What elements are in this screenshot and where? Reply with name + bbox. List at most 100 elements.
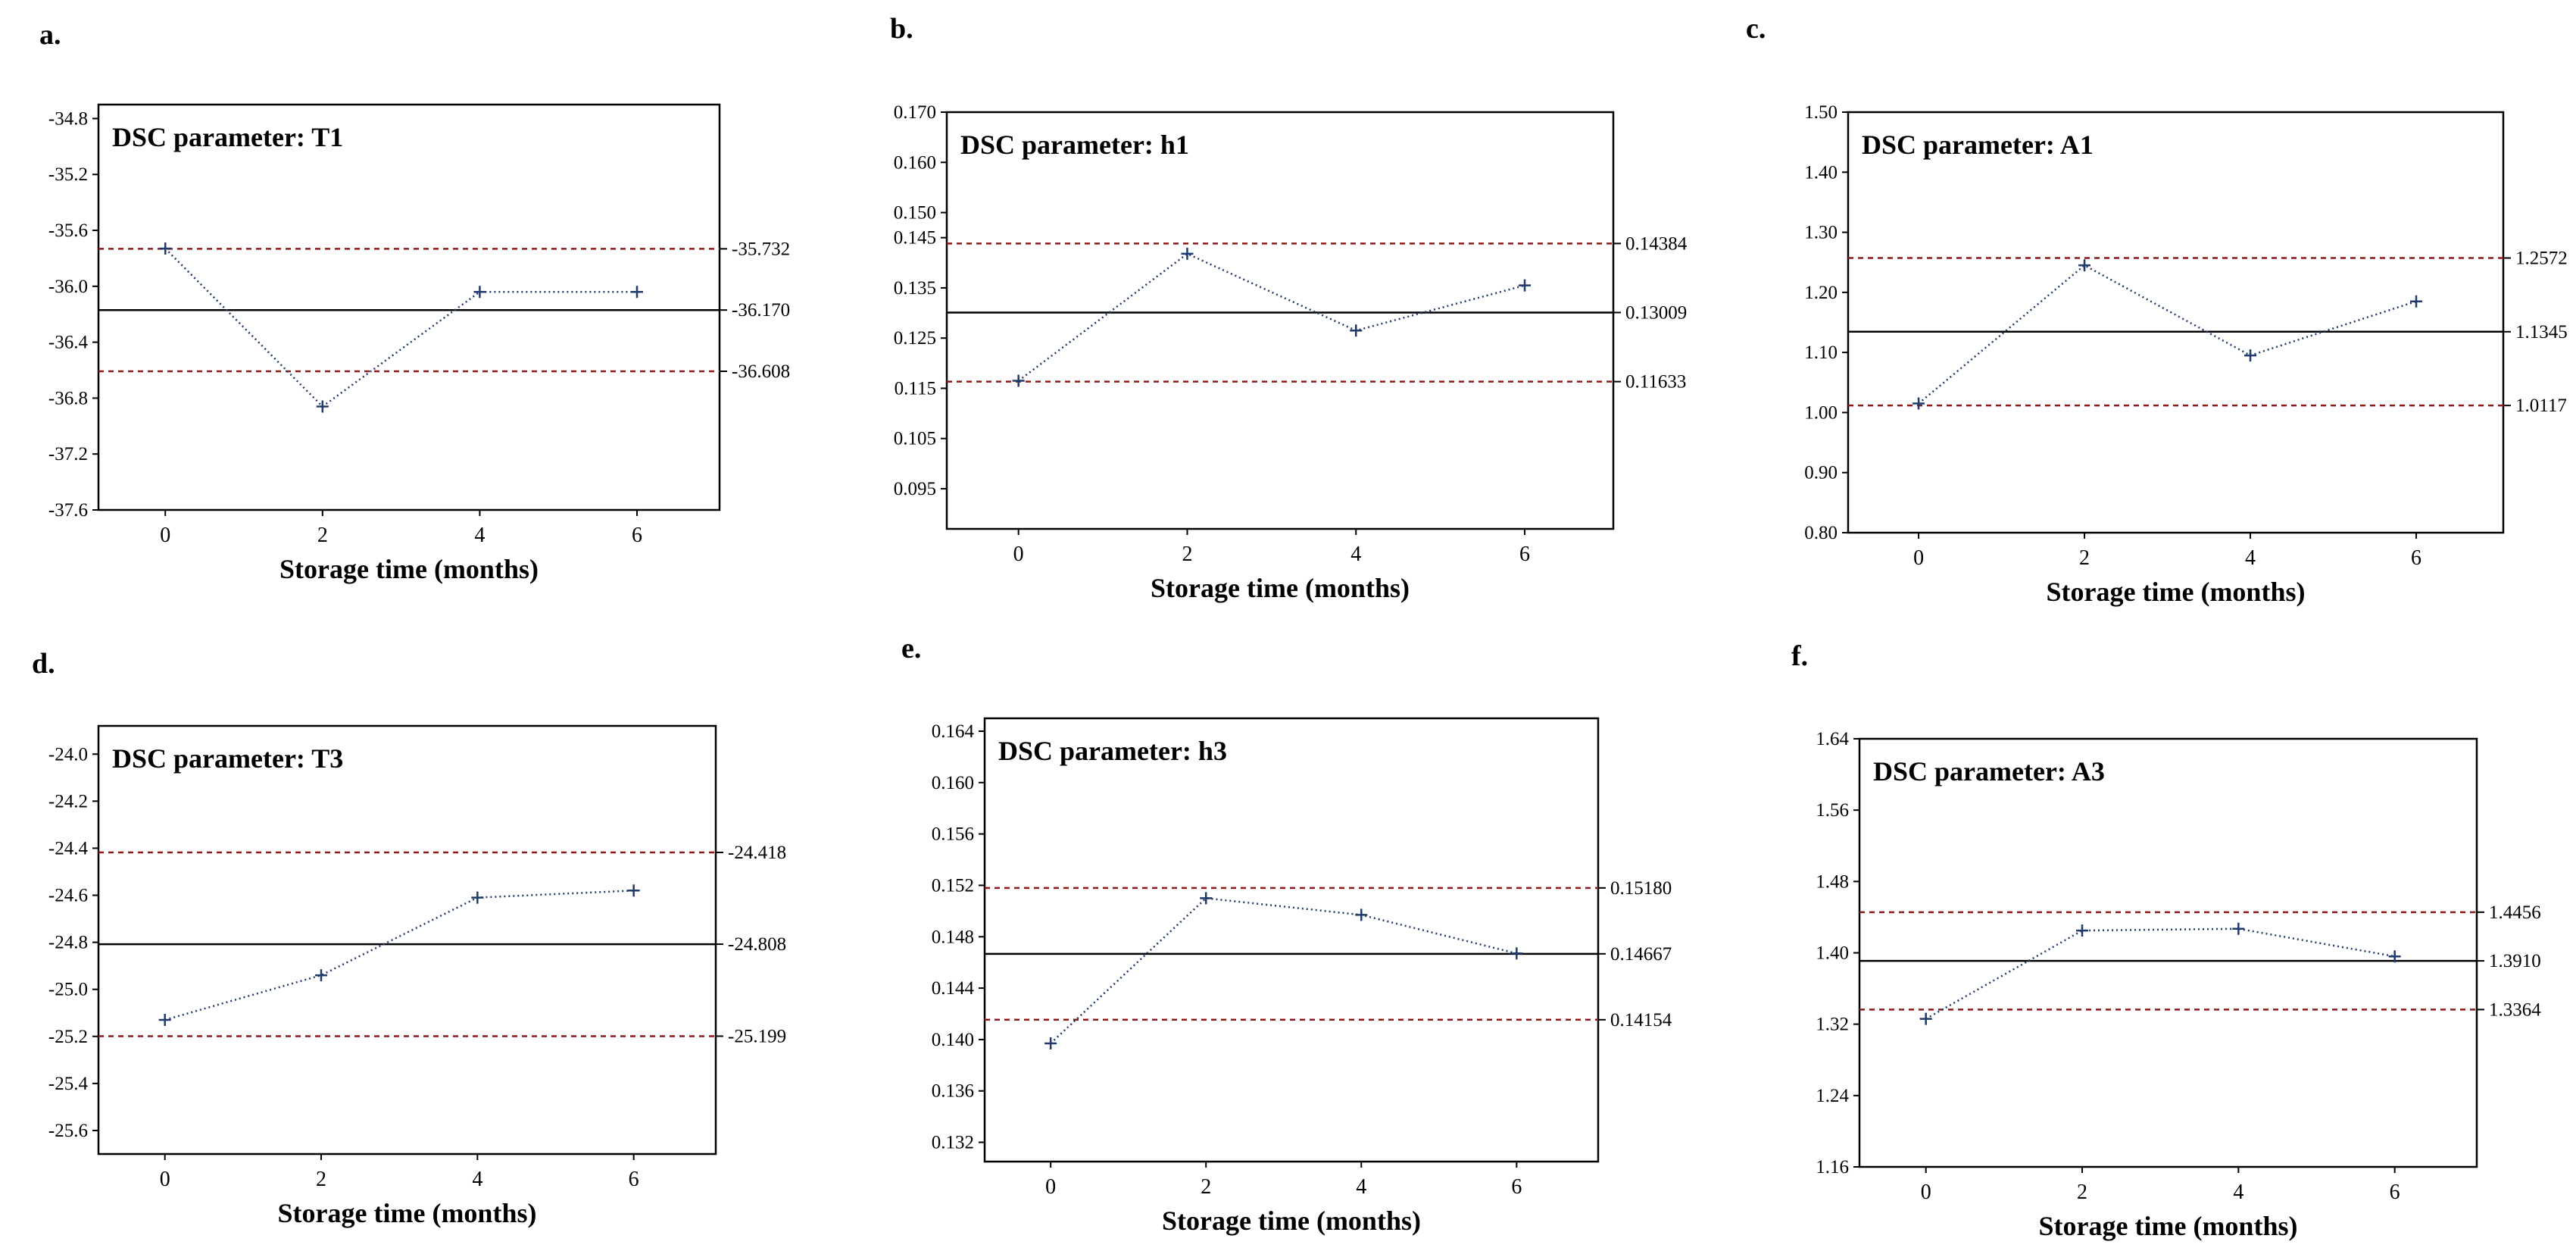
data-point (2388, 950, 2401, 963)
data-point (2076, 924, 2089, 937)
plot-title: DSC parameter: h1 (960, 130, 1189, 160)
data-series-line (1017, 252, 1525, 382)
y-tick-label: 1.00 (1804, 402, 1838, 423)
x-axis-label: Storage time (months) (1151, 573, 1410, 603)
plot-frame (1858, 737, 2478, 1168)
chart-panel-f: f. DSC parameter: A3 1.64 1.56 1.48 1.40 1.32 1… (1791, 640, 2541, 1241)
y-tick-label: 0.136 (932, 1081, 974, 1102)
data-point (1510, 947, 1523, 960)
lower-control-limit-label: -36.608 (732, 361, 790, 382)
y-tick-label: -25.2 (48, 1027, 88, 1047)
data-series-line (1918, 264, 2417, 405)
panel-letter: a. (39, 19, 61, 51)
y-tick-label: 0.095 (894, 479, 936, 499)
x-tick-label: 6 (2411, 546, 2421, 570)
lower-control-limit-label: 0.11633 (1625, 372, 1686, 393)
plot-title: DSC parameter: A3 (1873, 756, 2105, 787)
plot-frame (983, 717, 1600, 1163)
plot-title: DSC parameter: h3 (998, 736, 1227, 766)
data-point (627, 884, 640, 897)
x-tick-label: 2 (317, 524, 328, 547)
y-tick-label: -25.0 (48, 980, 88, 1000)
upper-control-limit-label: 1.2572 (2515, 249, 2568, 269)
x-tick-label: 6 (1511, 1175, 1522, 1199)
center-line-label: 0.13009 (1625, 302, 1687, 323)
y-tick-label: 1.40 (1804, 162, 1838, 183)
plot-title: DSC parameter: A1 (1862, 130, 2094, 160)
chart-panel-c: c. DSC parameter: A1 1.50 1.40 1.30 1.20 1.10 1… (1746, 13, 2568, 607)
x-tick-label: 0 (160, 1168, 170, 1191)
y-tick-label: -35.2 (48, 164, 88, 185)
chart-panel-e: e. DSC parameter: h3 0.164 0.160 0.156 0.152 0… (901, 633, 1672, 1236)
data-point (315, 969, 328, 982)
x-axis-label: Storage time (months) (1162, 1206, 1421, 1236)
upper-control-limit-label: -35.732 (732, 239, 790, 259)
data-point (1912, 397, 1925, 410)
y-tick-label: 0.148 (932, 927, 974, 947)
y-tick-label: 0.145 (894, 228, 936, 249)
data-point (1200, 892, 1213, 905)
y-tick-label: 0.156 (932, 824, 974, 845)
center-line-label: -36.170 (732, 300, 790, 321)
upper-control-limit-label: 1.4456 (2489, 902, 2541, 923)
y-tick-label: 1.32 (1816, 1015, 1849, 1035)
x-tick-label: 0 (160, 524, 170, 547)
x-tick-label: 2 (2077, 1181, 2087, 1204)
x-tick-label: 2 (1201, 1175, 1211, 1199)
center-line-label: 0.14667 (1610, 944, 1672, 965)
x-tick-label: 2 (2079, 546, 2090, 570)
x-tick-label: 4 (472, 1168, 482, 1191)
x-tick-label: 0 (1013, 543, 1024, 566)
data-point (631, 286, 644, 299)
data-point (1012, 374, 1025, 387)
y-tick-label: -36.8 (48, 388, 88, 408)
y-tick-label: -24.4 (48, 838, 89, 858)
data-point (1919, 1012, 1932, 1025)
x-tick-label: 4 (2233, 1181, 2243, 1204)
data-series-line (1925, 927, 2395, 1020)
data-point (471, 891, 484, 904)
y-tick-label: 1.48 (1816, 871, 1849, 892)
plot-frame (97, 724, 717, 1156)
upper-control-limit-label: -24.418 (728, 843, 786, 863)
x-tick-label: 2 (316, 1168, 326, 1191)
y-tick-label: 1.20 (1804, 283, 1838, 303)
panel-letter: e. (901, 633, 921, 665)
x-tick-label: 4 (1356, 1175, 1366, 1199)
x-tick-label: 6 (632, 524, 642, 547)
x-tick-label: 4 (474, 524, 485, 547)
chart-panel-d: d. DSC parameter: T3 -24.0 -24.2 -24.4 -24.6 -… (32, 648, 786, 1228)
chart-panel-a: a. DSC parameter: T1 -34.8 -35.2 -35.6 -36.0 -… (39, 19, 790, 584)
y-tick-label: -35.6 (48, 220, 88, 241)
plot-title: DSC parameter: T1 (112, 122, 343, 152)
x-tick-label: 2 (1182, 543, 1192, 566)
data-point (2078, 259, 2091, 272)
plot-title: DSC parameter: T3 (112, 743, 343, 774)
y-tick-label: 1.40 (1816, 943, 1849, 964)
x-axis-label: Storage time (months) (2039, 1211, 2298, 1241)
x-tick-label: 0 (1921, 1181, 1931, 1204)
data-series-line (1050, 897, 1517, 1044)
panel-letter: f. (1791, 640, 1808, 672)
y-tick-label: 0.170 (894, 102, 936, 123)
y-tick-label: -24.8 (48, 933, 88, 953)
y-tick-label: -37.6 (48, 500, 88, 521)
y-tick-label: 0.160 (932, 773, 974, 793)
y-tick-label: 0.115 (895, 378, 936, 399)
y-tick-label: 1.56 (1816, 800, 1849, 821)
y-tick-label: 0.140 (932, 1030, 974, 1050)
upper-control-limit-label: 0.14384 (1625, 233, 1688, 254)
center-line-label: 1.1345 (2515, 322, 2568, 342)
y-tick-label: -25.4 (48, 1074, 89, 1094)
x-axis-label: Storage time (months) (278, 1198, 537, 1228)
y-tick-label: -25.6 (48, 1121, 88, 1141)
y-tick-label: 0.125 (894, 328, 936, 349)
x-tick-label: 6 (629, 1168, 639, 1191)
y-tick-label: 1.64 (1816, 729, 1849, 749)
y-tick-label: 1.24 (1816, 1086, 1849, 1106)
x-tick-label: 4 (2245, 546, 2256, 570)
data-point (1044, 1037, 1057, 1049)
y-tick-label: 1.30 (1804, 223, 1838, 243)
plot-frame (945, 111, 1615, 530)
